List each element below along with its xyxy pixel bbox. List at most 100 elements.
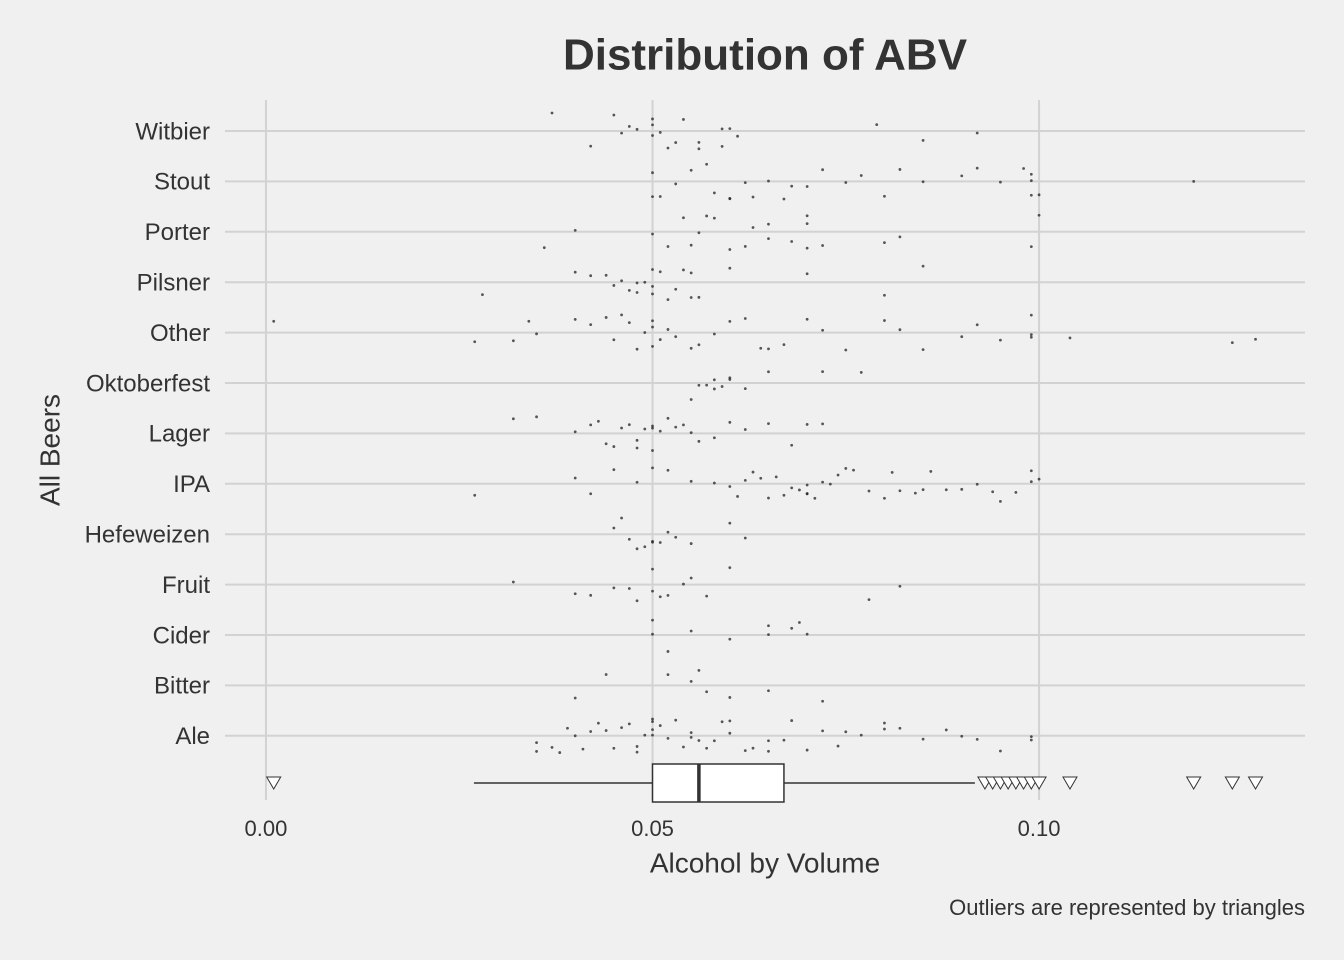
point [627,288,631,292]
point [651,717,654,721]
point [511,339,515,343]
point [689,296,693,299]
point [867,489,871,493]
point [651,426,654,430]
point [728,719,732,723]
point [527,319,531,323]
point [689,731,693,735]
point [635,480,639,484]
point [767,179,770,183]
point [728,637,732,641]
point [999,749,1002,753]
point [1022,167,1025,170]
outlier [1062,776,1078,790]
point [883,496,886,500]
point [805,632,809,636]
point [898,235,902,239]
point [612,468,616,472]
point [751,226,755,229]
point [805,317,809,321]
point [1029,333,1033,336]
point [643,427,647,431]
point [658,131,662,134]
point [960,174,964,178]
point [743,428,747,431]
point [697,343,701,347]
point [658,270,662,274]
point [573,734,577,738]
point [821,480,824,484]
point [736,134,739,138]
point [689,542,693,545]
point [836,473,840,477]
point [666,146,670,150]
point [705,746,709,750]
point [883,194,886,198]
point [612,746,616,750]
point [535,741,538,745]
point [736,495,739,498]
y-tick-label: Witbier [135,118,210,145]
point [651,466,654,470]
point [604,673,608,676]
point [960,487,964,491]
point [620,426,623,430]
point [697,231,701,235]
point [651,123,654,127]
point [728,485,732,488]
point [573,228,577,232]
point [589,144,593,148]
point [1037,477,1041,481]
point [805,246,809,250]
point [720,385,724,388]
point [759,476,763,480]
point [728,566,732,570]
point [689,629,693,633]
point [921,264,925,268]
point [666,416,670,420]
point [790,184,794,188]
point [1254,337,1257,341]
point [682,423,685,427]
point [674,335,678,339]
point [1230,341,1234,345]
point [272,319,276,323]
point [898,584,902,588]
point [620,726,623,730]
point [929,470,933,473]
y-tick-label: Bitter [154,673,210,700]
point [651,171,654,175]
point [612,586,616,590]
point [712,739,716,743]
point [535,332,538,336]
point [612,113,616,117]
point [651,728,654,732]
point [581,747,585,751]
point [821,729,824,733]
point [573,430,577,434]
point [651,424,654,428]
point [875,123,879,127]
point [705,162,709,166]
point [651,449,654,452]
point [728,248,732,251]
point [883,319,886,322]
point [751,195,755,199]
point [759,346,763,350]
outlier [1031,776,1047,790]
point [767,633,770,637]
point [651,632,654,636]
point [743,478,747,482]
point [697,147,701,151]
point [1192,179,1196,183]
point [944,488,948,492]
point [975,482,979,486]
point [666,530,670,534]
point [689,398,693,401]
point [774,475,778,479]
point [728,696,732,699]
point [828,482,832,486]
point [767,222,770,226]
point [627,722,631,726]
point [674,182,678,186]
